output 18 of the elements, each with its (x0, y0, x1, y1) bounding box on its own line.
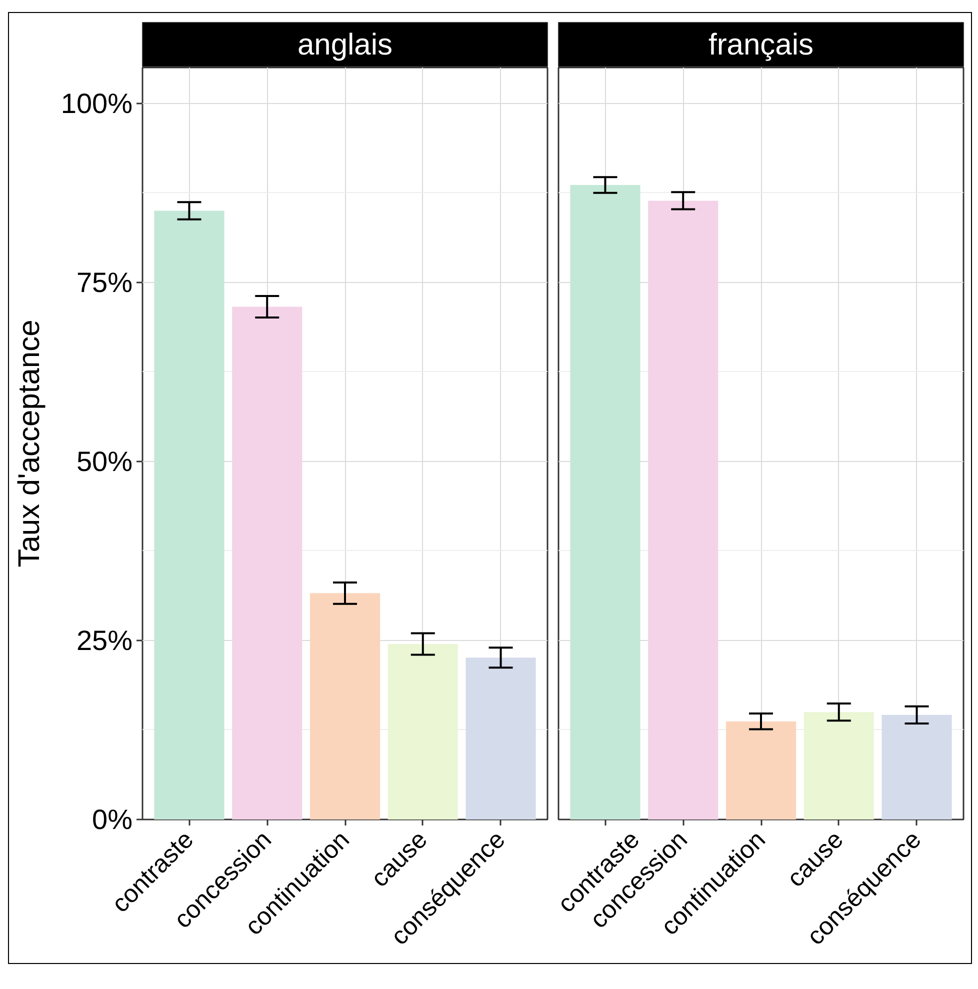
bar (388, 644, 458, 820)
bar (154, 210, 224, 820)
bar (804, 712, 874, 820)
y-tick-label: 25% (76, 624, 133, 656)
bar (232, 306, 302, 820)
chart-title: français (708, 28, 814, 62)
y-axis-title: Taux d'acceptance (12, 320, 46, 568)
bar (310, 593, 380, 820)
y-tick-label: 50% (76, 446, 133, 477)
bar (648, 200, 718, 820)
bar (466, 658, 536, 820)
bar (882, 714, 952, 820)
y-tick-label: 75% (76, 266, 133, 298)
y-tick-label: 0% (92, 804, 132, 835)
chart-title: anglais (297, 28, 393, 62)
y-tick-label: 100% (60, 88, 133, 119)
bar (726, 721, 796, 820)
bar (570, 184, 640, 820)
